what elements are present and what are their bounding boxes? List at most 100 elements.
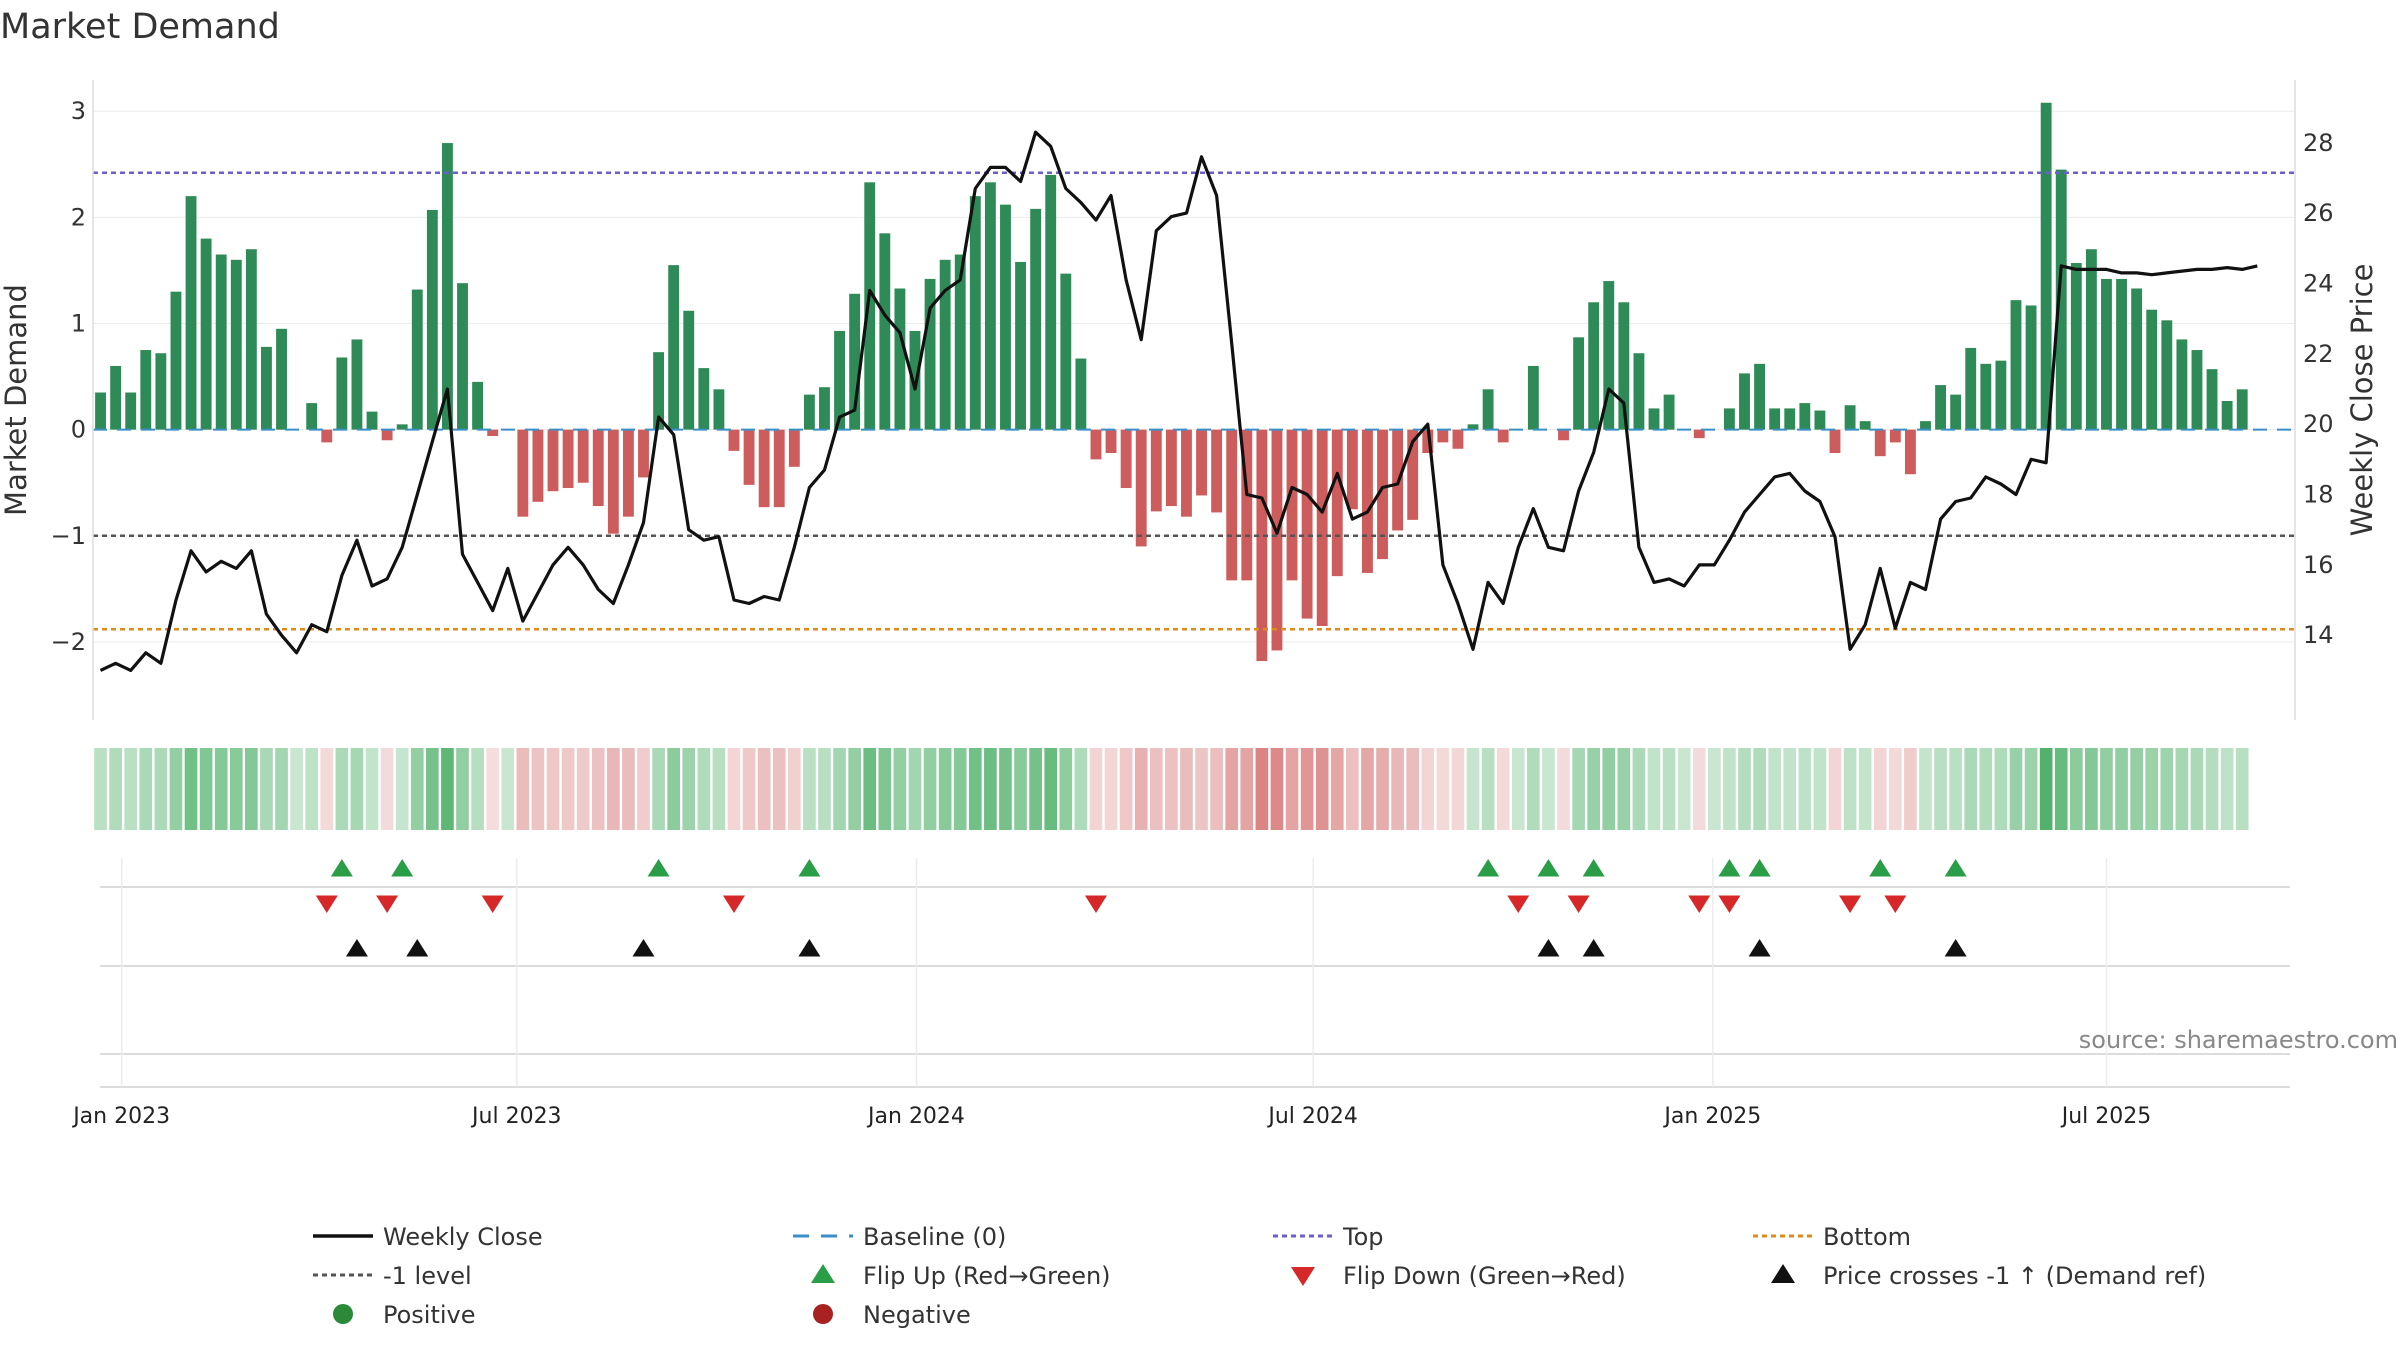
demand-bar <box>924 278 936 430</box>
heat-cell <box>1195 748 1208 830</box>
demand-bar <box>426 209 438 430</box>
heat-cell <box>471 748 484 830</box>
demand-bar <box>2221 400 2233 430</box>
heat-cell <box>863 748 877 830</box>
legend-label-top: Top <box>1342 1223 1384 1251</box>
heat-cell <box>1888 748 1902 830</box>
heat-cell <box>591 748 605 830</box>
price-cross-marker <box>798 939 821 957</box>
demand-bar <box>487 429 499 437</box>
x-tick-label: Jan 2025 <box>1662 1104 1761 1129</box>
demand-bar <box>577 429 589 483</box>
heat-cell <box>1904 748 1917 830</box>
price-cross-marker <box>1537 939 1560 957</box>
demand-bar <box>1920 421 1931 430</box>
heat-cell <box>546 748 560 830</box>
demand-bar <box>1105 429 1117 453</box>
demand-bars <box>95 102 2248 662</box>
heat-cell <box>622 748 635 830</box>
demand-bar <box>939 259 951 430</box>
heat-cell <box>1934 748 1947 830</box>
demand-bar <box>1060 273 1072 430</box>
heat-cell <box>893 748 907 830</box>
price-cross-marker <box>632 939 655 957</box>
heat-cell <box>229 748 243 830</box>
reference-lines <box>93 171 2295 631</box>
legend-label-weekly-close: Weekly Close <box>383 1223 543 1251</box>
demand-bar <box>200 238 212 430</box>
demand-bar <box>788 429 800 467</box>
demand-bar <box>276 328 287 430</box>
demand-bar <box>849 293 861 430</box>
heat-cell <box>410 748 424 830</box>
heat-cell <box>260 748 273 830</box>
demand-bar <box>517 429 529 517</box>
legend-label-bottom: Bottom <box>1823 1223 1911 1251</box>
heat-cell <box>139 748 153 830</box>
heat-cell <box>124 748 138 830</box>
heat-cell <box>1104 748 1118 830</box>
heat-cell <box>305 748 319 830</box>
heat-cell <box>1361 748 1374 830</box>
heat-cell <box>1511 748 1525 830</box>
heat-cell <box>501 748 515 830</box>
heat-cell <box>1873 748 1887 830</box>
demand-bar <box>1497 429 1509 443</box>
demand-bar <box>2025 305 2037 430</box>
demand-bar <box>2146 309 2158 430</box>
heat-cell <box>1089 748 1103 830</box>
heat-cell <box>1979 748 1993 830</box>
demand-bar <box>1075 358 1087 430</box>
demand-bar <box>2161 320 2173 430</box>
demand-bar <box>1784 408 1796 430</box>
heat-cell <box>938 748 952 830</box>
heat-cell <box>169 748 183 830</box>
demand-bar <box>1000 204 1011 430</box>
heat-cell <box>682 748 696 830</box>
heat-cell <box>486 748 500 830</box>
demand-bar <box>547 429 559 492</box>
demand-bar <box>321 429 333 443</box>
demand-bar <box>1165 429 1177 507</box>
price-cross-marker <box>1748 939 1771 957</box>
demand-bar <box>1226 429 1238 581</box>
source-note: source: sharemaestro.com <box>2079 1026 2398 1054</box>
chart-title: Market Demand <box>0 7 280 47</box>
right-axis-title: Weekly Close Price <box>2345 264 2379 537</box>
demand-bar <box>2206 369 2218 430</box>
heat-cell <box>516 748 530 830</box>
right-tick-label: 24 <box>2303 269 2334 297</box>
demand-bar <box>457 283 468 430</box>
flip-down-marker <box>722 895 745 913</box>
demand-bar <box>2040 102 2052 430</box>
flip-down-marker <box>1507 895 1530 913</box>
legend-swatch <box>1291 1267 1315 1286</box>
price-cross-marker <box>1944 939 1967 957</box>
demand-bar <box>2085 249 2097 430</box>
demand-bar <box>1558 429 1569 441</box>
heat-cell <box>290 748 303 830</box>
grid-layer <box>93 110 2295 1088</box>
demand-bar <box>1241 429 1253 581</box>
demand-bar <box>638 429 649 478</box>
heat-cell <box>426 748 439 830</box>
heat-cell <box>1466 748 1480 830</box>
heat-cell <box>2024 748 2038 830</box>
heat-cell <box>2175 748 2189 830</box>
demand-bar <box>1120 429 1132 489</box>
demand-bar <box>1301 429 1313 619</box>
demand-bar <box>622 429 634 517</box>
heat-cell <box>848 748 861 830</box>
flip-down-marker <box>315 895 338 913</box>
heat-cell <box>1783 748 1797 830</box>
right-tick-label: 16 <box>2303 551 2334 579</box>
legend-swatch <box>1771 1264 1795 1283</box>
demand-bar <box>1904 429 1916 475</box>
heat-cell <box>2160 748 2174 830</box>
heat-cell <box>245 748 258 830</box>
demand-bar <box>1889 429 1901 443</box>
flip-up-marker <box>391 859 414 877</box>
axes: 3 2 1 0 −1 −2 28 26 24 22 20 18 16 14 Jan 2023 Jul 2023… <box>51 80 2334 1129</box>
demand-bar <box>1874 429 1886 457</box>
demand-bar <box>1859 421 1871 430</box>
